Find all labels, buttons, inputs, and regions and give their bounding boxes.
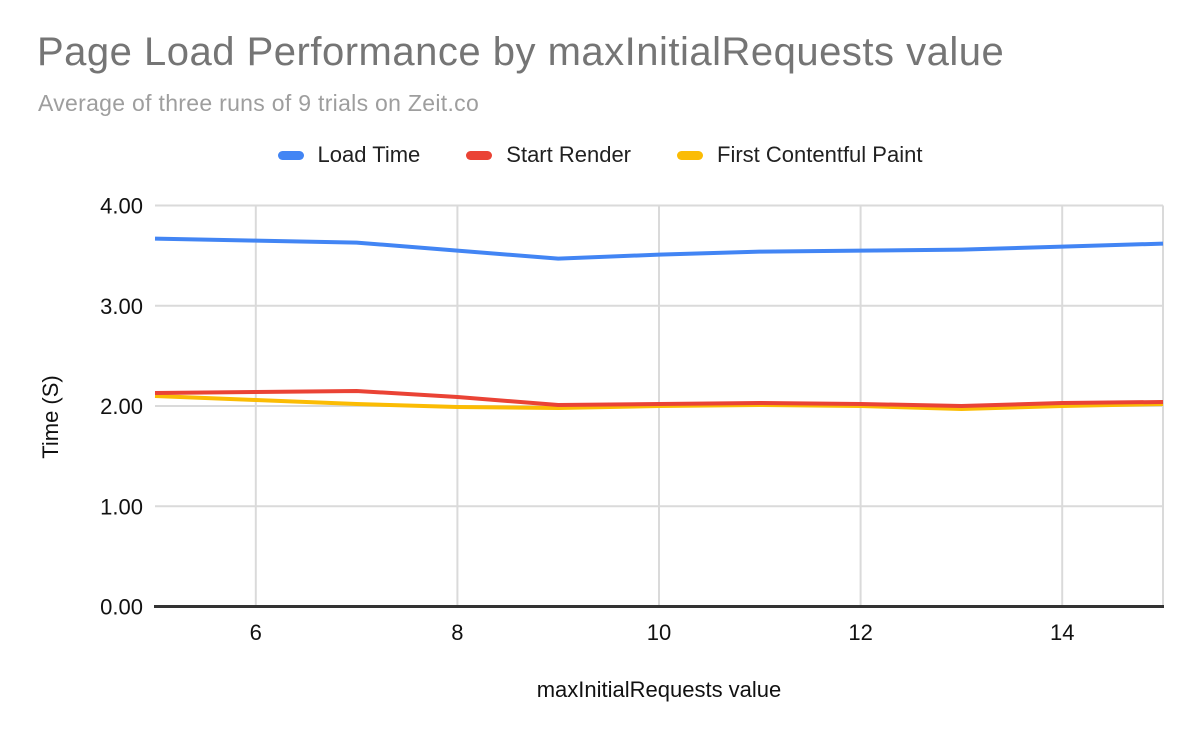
legend-swatch-first-contentful-paint (677, 150, 704, 160)
x-tick-label: 12 (848, 620, 872, 645)
legend-label-start-render: Start Render (506, 142, 632, 167)
y-tick-label: 1.00 (100, 494, 143, 519)
series-line-first-contentful-paint (154, 393, 1164, 412)
x-tick-label: 6 (250, 620, 262, 645)
y-tick-label: 4.00 (100, 194, 143, 219)
legend: Load Time Start Render First Contentful … (0, 142, 1200, 168)
legend-item-load-time: Load Time (277, 142, 421, 168)
y-axis-title: Time (S) (38, 375, 63, 459)
chart-subtitle: Average of three runs of 9 trials on Zei… (38, 90, 480, 116)
y-tick-label: 2.00 (100, 394, 143, 419)
x-tick-label: 14 (1050, 620, 1074, 645)
x-axis-title: maxInitialRequests value (537, 677, 782, 702)
legend-swatch-load-time (277, 150, 304, 160)
x-tick-label: 8 (451, 620, 463, 645)
legend-label-first-contentful-paint: First Contentful Paint (717, 142, 923, 167)
legend-item-start-render: Start Render (466, 142, 631, 168)
series-line-start-render (154, 388, 1164, 408)
series-line-load-time (154, 236, 1164, 261)
chart-title: Page Load Performance by maxInitialReque… (37, 30, 1005, 74)
legend-swatch-start-render (466, 150, 493, 160)
y-tick-label: 3.00 (100, 294, 143, 319)
y-tick-label: 0.00 (100, 595, 143, 620)
legend-label-load-time: Load Time (317, 142, 421, 167)
x-tick-label: 10 (647, 620, 671, 645)
legend-item-first-contentful-paint: First Contentful Paint (677, 142, 922, 168)
